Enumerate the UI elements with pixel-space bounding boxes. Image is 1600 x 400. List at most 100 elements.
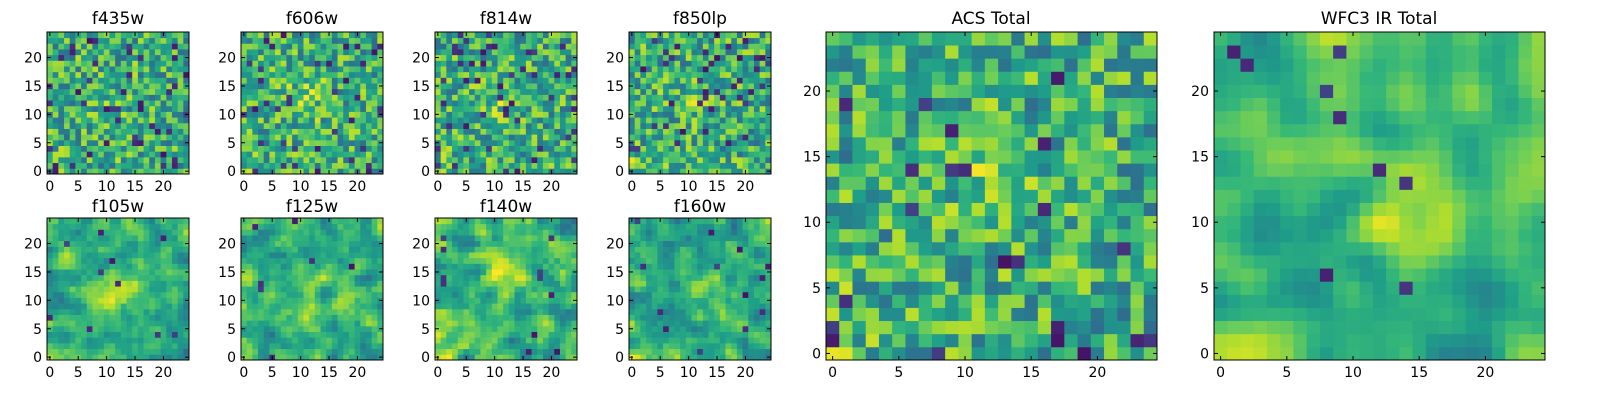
- heatmap-cell: [731, 60, 738, 67]
- heatmap-cell: [75, 337, 82, 344]
- heatmap-cell: [309, 325, 316, 332]
- heatmap-cell: [303, 286, 310, 293]
- heatmap-cell: [491, 77, 498, 84]
- heatmap-cell: [314, 291, 321, 298]
- heatmap-cell: [759, 274, 766, 281]
- heatmap-cell: [177, 156, 184, 164]
- heatmap-cell: [765, 60, 772, 67]
- heatmap-cell: [292, 223, 299, 230]
- heatmap-cell: [252, 218, 259, 225]
- heatmap-cell: [571, 229, 578, 236]
- heatmap-cell: [154, 145, 161, 152]
- heatmap-cell: [668, 32, 675, 39]
- heatmap-cell: [171, 325, 179, 332]
- heatmap-cell: [452, 37, 459, 44]
- heatmap-cell: [137, 240, 144, 247]
- heatmap-cell: [685, 66, 692, 73]
- heatmap-cell: [548, 43, 555, 50]
- heatmap-cell: [708, 286, 715, 293]
- heatmap-cell: [137, 280, 144, 287]
- heatmap-cell: [103, 286, 110, 293]
- heatmap-cell: [565, 134, 572, 141]
- heatmap-cell: [143, 162, 150, 169]
- heatmap-cell: [748, 320, 755, 327]
- heatmap-cell: [132, 139, 139, 146]
- heatmap-cell: [542, 128, 549, 135]
- heatmap-cell: [132, 320, 139, 327]
- heatmap-cell: [103, 308, 110, 315]
- heatmap-cell: [69, 145, 76, 152]
- heatmap-cell: [98, 134, 105, 141]
- heatmap-cell: [64, 168, 71, 175]
- heatmap-cell: [651, 274, 658, 281]
- heatmap-cell: [714, 134, 721, 141]
- heatmap-cell: [263, 257, 270, 264]
- heatmap-cell: [736, 111, 743, 118]
- heatmap-cell: [753, 297, 761, 304]
- heatmap-cell: [452, 320, 459, 327]
- heatmap-cell: [149, 308, 156, 315]
- heatmap-cell: [663, 286, 670, 293]
- heatmap-cell: [657, 100, 664, 107]
- heatmap-cell: [258, 342, 265, 350]
- heatmap-cell: [559, 66, 567, 73]
- heatmap-cell: [115, 337, 122, 344]
- heatmap-cell: [657, 337, 664, 344]
- heatmap-cell: [343, 286, 350, 293]
- panel-title: f814w: [480, 9, 532, 29]
- heatmap-cell: [86, 223, 93, 230]
- heatmap-cell: [64, 229, 71, 236]
- heatmap-cell: [668, 111, 675, 118]
- heatmap-cell: [115, 168, 122, 175]
- heatmap-cell: [75, 94, 82, 101]
- heatmap-cell: [137, 71, 144, 78]
- heatmap-cell: [109, 139, 116, 146]
- heatmap-cell: [463, 100, 470, 107]
- heatmap-cell: [348, 218, 355, 225]
- heatmap-cell: [183, 32, 190, 39]
- heatmap-cell: [314, 229, 321, 236]
- heatmap-cell: [480, 263, 487, 270]
- heatmap-cell: [725, 354, 732, 361]
- heatmap-cell: [657, 342, 664, 350]
- heatmap-cell: [531, 263, 538, 270]
- heatmap-cell: [377, 308, 384, 315]
- heatmap-cell: [280, 168, 287, 175]
- heatmap-cell: [86, 286, 93, 293]
- heatmap-cell: [154, 151, 161, 158]
- heatmap-cell: [565, 139, 572, 146]
- heatmap-cell: [81, 105, 88, 112]
- heatmap-cell: [759, 77, 766, 84]
- heatmap-cell: [337, 314, 344, 321]
- heatmap-cell: [360, 162, 367, 169]
- heatmap-cell: [491, 83, 498, 90]
- heatmap-cell: [668, 54, 675, 61]
- heatmap-cell: [377, 320, 384, 327]
- heatmap-cell: [674, 156, 681, 164]
- heatmap-cell: [52, 229, 59, 236]
- heatmap-cell: [154, 139, 161, 146]
- heatmap-cell: [183, 235, 190, 242]
- heatmap-cell: [166, 32, 173, 39]
- heatmap-cell: [137, 151, 144, 158]
- heatmap-cell: [486, 308, 493, 315]
- heatmap-cell: [183, 128, 190, 135]
- heatmap-cell: [520, 331, 527, 338]
- heatmap-cell: [736, 320, 743, 327]
- heatmap-cell: [503, 32, 510, 39]
- heatmap-cell: [86, 134, 93, 141]
- heatmap-cell: [463, 320, 470, 327]
- heatmap-cell: [337, 77, 344, 84]
- heatmap-cell: [275, 71, 282, 78]
- heatmap-cell: [725, 71, 732, 78]
- heatmap-cell: [103, 49, 110, 56]
- heatmap-cell: [137, 117, 144, 124]
- heatmap-cell: [171, 156, 179, 164]
- heatmap-cell: [542, 235, 549, 242]
- heatmap-cell: [514, 66, 521, 73]
- heatmap-cell: [685, 100, 692, 107]
- heatmap-cell: [132, 274, 139, 281]
- heatmap-cell: [69, 246, 76, 253]
- heatmap-cell: [736, 280, 743, 287]
- heatmap-cell: [554, 156, 561, 164]
